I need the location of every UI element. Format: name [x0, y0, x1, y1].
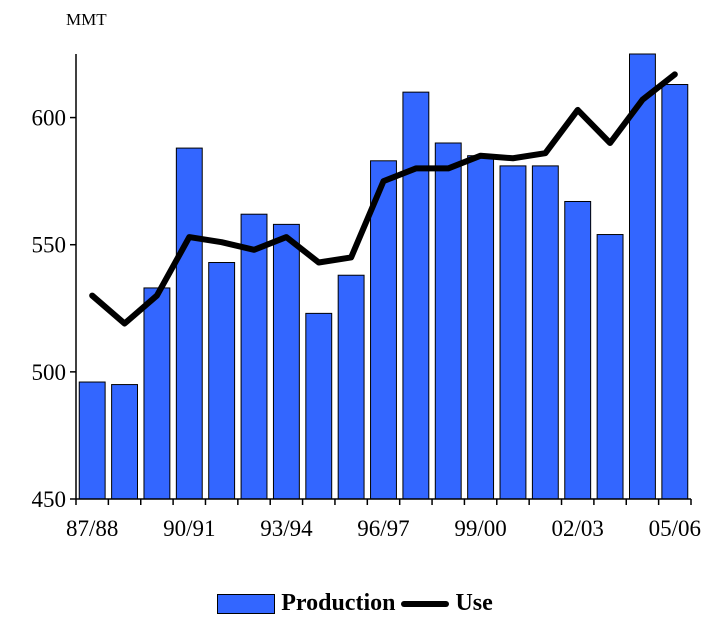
bar-92-93	[240, 213, 268, 500]
bar-02-03	[564, 200, 592, 500]
bar-87-88	[78, 381, 106, 500]
bar-04-05	[629, 53, 656, 500]
bar-05-06	[661, 84, 689, 500]
bar-91-92	[208, 262, 236, 500]
x-tick-label-90-91: 90/91	[163, 516, 215, 541]
y-tick-label-500: 500	[32, 360, 67, 385]
x-tick-label-99-00: 99/00	[454, 516, 506, 541]
legend-swatch-production	[217, 593, 276, 614]
legend-label-production: Production	[281, 590, 396, 616]
bar-90-91	[175, 147, 203, 500]
bar-93-94	[272, 223, 300, 500]
x-tick-label-02-03: 02/03	[552, 516, 604, 541]
legend-label-use: Use	[455, 590, 493, 616]
bar-96-97	[370, 160, 397, 500]
bar-95-96	[337, 274, 365, 500]
bar-03-04	[596, 234, 624, 500]
legend-item-production: Production	[217, 590, 395, 617]
bar-99-00	[467, 155, 495, 500]
y-tick-label-600: 600	[32, 106, 67, 131]
bar-01-02	[531, 165, 559, 500]
legend-item-use: Use	[401, 590, 493, 617]
bar-89-90	[143, 287, 171, 500]
y-tick-label-450: 450	[32, 487, 67, 512]
bar-98-99	[434, 142, 462, 500]
bar-97-98	[402, 91, 430, 500]
legend: Production Use	[0, 590, 710, 617]
y-tick-label-550: 550	[32, 233, 67, 258]
legend-swatch-use	[401, 600, 450, 607]
x-tick-label-93-94: 93/94	[260, 516, 313, 541]
bar-94-95	[305, 312, 333, 500]
bar-88-89	[111, 384, 138, 500]
line-use	[89, 71, 678, 327]
x-tick-label-96-97: 96/97	[357, 516, 409, 541]
y-axis-unit-label: MMT	[66, 10, 107, 29]
bar-00-01	[499, 165, 527, 500]
x-tick-label-05-06: 05/06	[649, 516, 701, 541]
chart-plot: 450 500 550 600 87/88 90/91 93/94 96/97 99/00 02/…	[32, 53, 701, 541]
x-tick-label-87-88: 87/88	[66, 516, 118, 541]
